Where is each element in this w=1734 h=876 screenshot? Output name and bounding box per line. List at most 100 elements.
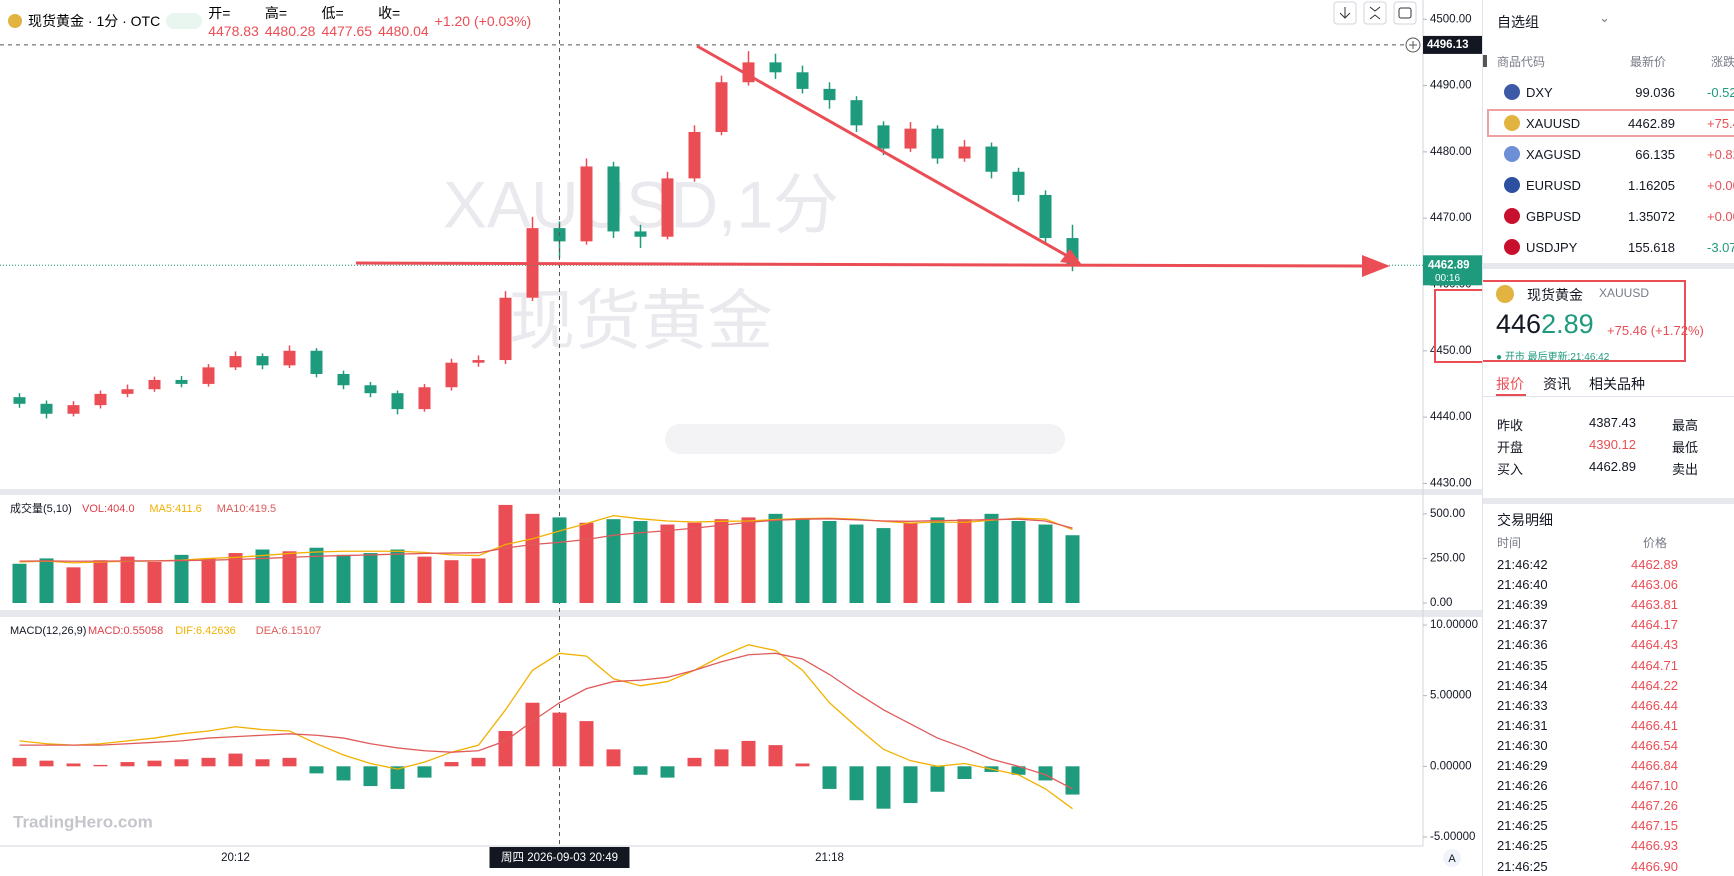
chart: XAUUSD,1分 现货黄金 TradingHero.com A 4430.00…	[0, 0, 1482, 868]
tab[interactable]: 资讯	[1543, 376, 1571, 392]
y-tick-label: 4470.00	[1430, 212, 1472, 224]
bar	[714, 519, 729, 603]
bar	[633, 520, 648, 603]
tab[interactable]: 报价	[1496, 376, 1524, 392]
status-pill[interactable]	[166, 13, 203, 29]
y-tick-label: 4440.00	[1430, 411, 1472, 423]
header-change: +1.20 (+0.03%)	[434, 13, 532, 29]
ohlc-item: 收= 4480.04	[378, 3, 429, 39]
stat-label: 最高	[1672, 418, 1699, 433]
row-symbol[interactable]: USDJPY	[1526, 240, 1578, 255]
row-change: +0.82	[1707, 147, 1734, 162]
candle-body	[607, 166, 620, 232]
legend-entry: MACD:0.55058	[88, 625, 163, 637]
bar	[687, 522, 702, 603]
ohlc-value: 4478.83	[208, 23, 259, 39]
row-symbol[interactable]: XAUUSD	[1526, 116, 1581, 131]
bar	[660, 524, 675, 603]
watermark: 现货黄金	[509, 283, 773, 357]
price-head: 446	[1496, 309, 1542, 339]
x-tick-label: 周四 2026-09-03 20:49	[501, 851, 618, 864]
bar	[957, 519, 972, 603]
bar	[66, 567, 81, 603]
ohlc-key: 开=	[208, 5, 231, 21]
column-header: 价格	[1643, 536, 1668, 550]
bar	[930, 766, 945, 792]
trade-price: 4462.89	[1631, 557, 1678, 572]
last-price-box	[1423, 255, 1482, 286]
ohlc-key: 高=	[264, 5, 288, 21]
stat-label: 开盘	[1497, 440, 1524, 455]
bar	[741, 517, 756, 603]
bar	[120, 556, 135, 603]
bar	[660, 766, 675, 778]
bar	[444, 560, 459, 603]
row-flag	[1504, 146, 1520, 162]
arrow-head	[1060, 249, 1082, 265]
divider	[1483, 396, 1734, 397]
x-tick-label: 21:18	[815, 852, 844, 864]
candle-body	[796, 72, 809, 89]
auto-scale-button[interactable]	[1443, 849, 1461, 867]
trade-time: 21:46:40	[1497, 577, 1548, 593]
candle-body	[202, 367, 215, 384]
bar	[471, 558, 486, 603]
trade-time: 21:46:36	[1497, 637, 1548, 653]
ohlc-key: 收=	[378, 5, 401, 21]
bar	[93, 764, 108, 767]
trade-time: 21:46:30	[1497, 737, 1548, 753]
trade-time: 21:46:25	[1497, 858, 1548, 874]
bar	[984, 513, 999, 603]
bar	[795, 519, 810, 603]
column-header: 商品代码	[1497, 55, 1546, 69]
header: 现货黄金 · 1分 · OTC 开= 4478.83 高= 4480.28 低= 4477…	[8, 3, 531, 39]
watchlist-marker	[1483, 55, 1487, 67]
bar	[876, 766, 891, 809]
bar	[228, 553, 243, 603]
row-price: 1.35072	[1628, 209, 1675, 224]
bar	[1065, 535, 1080, 603]
line	[19, 518, 1073, 562]
button[interactable]	[1363, 1, 1387, 25]
row-price: 66.135	[1635, 147, 1675, 162]
bar	[525, 702, 540, 767]
candle-body	[310, 350, 323, 374]
buttons	[1333, 1, 1421, 53]
candle-body	[877, 125, 890, 149]
candle-body	[13, 397, 26, 404]
candle-body	[256, 356, 269, 366]
bar	[687, 757, 702, 767]
y-tick-label: 500.00	[1430, 508, 1465, 520]
bar	[741, 740, 756, 767]
trade-time: 21:46:42	[1497, 557, 1548, 572]
bar	[957, 766, 972, 780]
bar	[579, 522, 594, 603]
row-symbol[interactable]: GBPUSD	[1526, 209, 1581, 224]
bar	[1038, 524, 1053, 603]
tab[interactable]: 相关品种	[1589, 376, 1645, 392]
trade-time: 21:46:37	[1497, 617, 1548, 633]
symbol-icon	[8, 14, 22, 28]
bar	[849, 524, 864, 603]
arrow-head	[1362, 255, 1390, 277]
bar	[228, 753, 243, 767]
bar	[336, 766, 351, 781]
bar	[12, 563, 27, 603]
row-price: 4462.89	[1628, 116, 1675, 131]
candle-body	[148, 379, 161, 390]
button[interactable]	[1393, 1, 1417, 25]
row-change: +75.46	[1707, 116, 1734, 131]
bar	[363, 766, 378, 787]
bar	[309, 766, 324, 774]
row-symbol[interactable]: XAGUSD	[1526, 147, 1581, 162]
row-symbol[interactable]: DXY	[1526, 85, 1553, 100]
trade-time: 21:46:31	[1497, 717, 1548, 733]
ohlc-value: 4480.04	[378, 23, 429, 39]
bar	[201, 558, 216, 603]
watchlist-title[interactable]: 自选组	[1497, 14, 1539, 30]
row-flag	[1504, 208, 1520, 224]
highlight-box	[1483, 280, 1686, 362]
row-symbol[interactable]: EURUSD	[1526, 178, 1581, 193]
bar	[606, 749, 621, 767]
